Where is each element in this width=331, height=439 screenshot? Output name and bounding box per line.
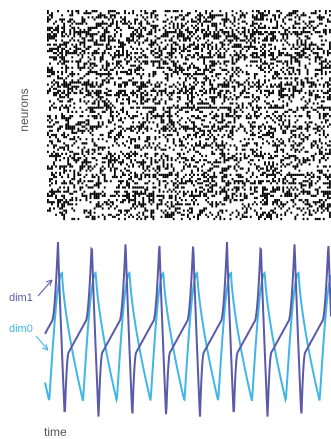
latent-lines (44, 241, 331, 417)
legend-dim1: dim1 (9, 292, 33, 304)
time-xlabel: time (44, 425, 67, 439)
legend-dim1-arrowhead (45, 279, 53, 287)
legend-dim1-arrow (37, 279, 53, 297)
series-dim0-line (44, 270, 331, 404)
raster-ylabel: neurons (17, 88, 31, 131)
spike-raster (47, 10, 331, 221)
series-dim1-line (44, 241, 331, 417)
legend-dim0: dim0 (9, 323, 33, 335)
legend-dim0-arrowhead (41, 343, 49, 351)
legend-dim0-arrow (35, 335, 49, 351)
raster-spikes (47, 10, 331, 221)
